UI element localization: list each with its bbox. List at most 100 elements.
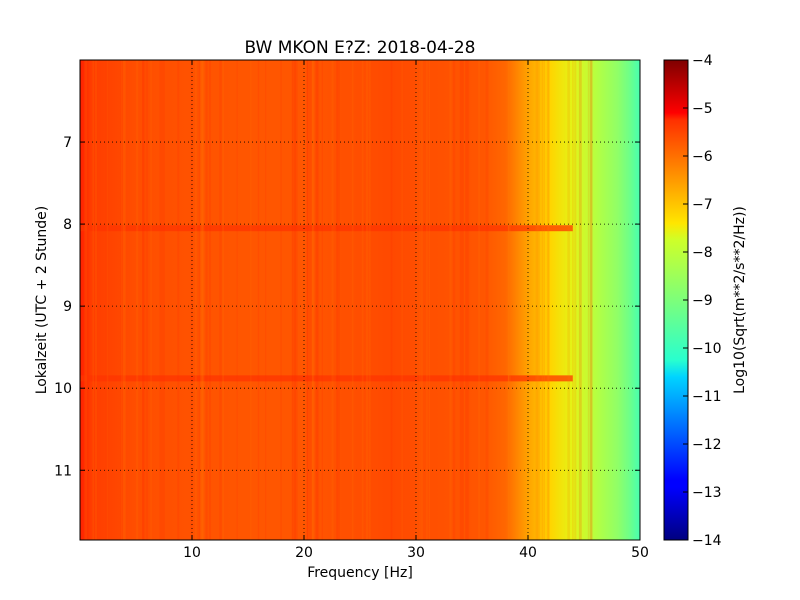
- texture-streak: [507, 60, 510, 540]
- texture-streak: [541, 60, 544, 540]
- texture-streak: [307, 60, 309, 540]
- colorbar: −4 −5 −6 −7 −8 −9 −10 −11 −12 −13 −14 Log10(Sqrt(m…: [663, 53, 748, 549]
- texture-streak: [574, 60, 577, 540]
- texture-streak: [123, 60, 126, 540]
- texture-streak: [587, 60, 590, 540]
- texture-streak: [209, 60, 211, 540]
- texture-streak: [94, 60, 97, 540]
- texture-streak: [121, 60, 124, 540]
- texture-streak: [572, 60, 574, 540]
- texture-streak: [291, 60, 294, 540]
- x-tick-label: 20: [295, 545, 313, 561]
- texture-streak: [236, 60, 238, 540]
- texture-streak: [201, 60, 204, 540]
- colorbar-tick-label: −6: [692, 149, 713, 165]
- texture-streak: [361, 60, 364, 540]
- texture-streak: [219, 60, 222, 540]
- y-tick-label: 7: [63, 135, 72, 151]
- texture-streak: [306, 60, 308, 540]
- time-band: [80, 225, 573, 232]
- texture-streak: [177, 60, 180, 540]
- texture-streak: [426, 60, 428, 540]
- x-tick-label: 10: [183, 545, 201, 561]
- texture-streak: [265, 60, 267, 540]
- texture-streak: [280, 60, 282, 540]
- x-tick-label: 50: [631, 545, 649, 561]
- texture-streak: [590, 60, 593, 540]
- x-axis-label: Frequency [Hz]: [307, 565, 413, 581]
- colorbar-tick-label: −8: [692, 245, 713, 261]
- texture-streak: [294, 60, 298, 540]
- texture-streak: [590, 60, 593, 540]
- colorbar-tick-label: −12: [692, 437, 722, 453]
- texture-streak: [466, 60, 470, 540]
- spectrogram-image: [80, 60, 640, 540]
- texture-streak: [222, 60, 224, 540]
- texture-streak: [136, 60, 139, 540]
- texture-streak: [351, 60, 354, 540]
- y-tick-label: 11: [54, 463, 72, 479]
- texture-streak: [312, 60, 314, 540]
- texture-streak: [122, 60, 124, 540]
- texture-streak: [198, 60, 201, 540]
- texture-streak: [390, 60, 393, 540]
- x-tick-label: 30: [407, 545, 425, 561]
- texture-streak: [465, 60, 468, 540]
- texture-streak: [449, 60, 452, 540]
- texture-streak: [92, 60, 95, 540]
- texture-streak: [201, 60, 205, 540]
- texture-streak: [368, 60, 371, 540]
- texture-streak: [401, 60, 403, 540]
- texture-streak: [416, 60, 418, 540]
- y-axis: 7 8 9 10 11: [54, 135, 640, 479]
- texture-streak: [120, 60, 124, 540]
- texture-streak: [294, 60, 297, 540]
- texture-streak: [578, 60, 582, 540]
- texture-streak: [292, 60, 295, 540]
- plot-area: [80, 60, 640, 540]
- texture-streak: [83, 60, 86, 540]
- texture-streak: [365, 60, 369, 540]
- texture-streak: [462, 60, 464, 540]
- texture-streak: [145, 60, 149, 540]
- chart-title: BW MKON E?Z: 2018-04-28: [245, 38, 476, 58]
- texture-streak: [106, 60, 109, 540]
- texture-streak: [250, 60, 252, 540]
- texture-streak: [312, 60, 315, 540]
- colorbar-tick-label: −5: [692, 101, 713, 117]
- texture-streak: [199, 60, 203, 540]
- spectrogram-texture: [83, 60, 593, 540]
- texture-streak: [485, 60, 489, 540]
- texture-streak: [507, 60, 511, 540]
- texture-streak: [337, 60, 340, 540]
- y-axis-label: Lokalzeit (UTC + 2 Stunde): [34, 206, 50, 395]
- texture-streak: [335, 60, 338, 540]
- colorbar-tick-label: −7: [692, 197, 713, 213]
- texture-streak: [316, 60, 320, 540]
- texture-streak: [333, 60, 335, 540]
- texture-streak: [141, 60, 145, 540]
- texture-streak: [308, 60, 312, 540]
- texture-streak: [124, 60, 126, 540]
- colorbar-tick-label: −14: [692, 533, 722, 549]
- texture-streak: [321, 60, 323, 540]
- texture-streak: [84, 60, 87, 540]
- texture-streak: [334, 60, 336, 540]
- colorbar-label: Log10(Sqrt(m**2/s**2/Hz)): [732, 206, 748, 394]
- texture-streak: [420, 60, 423, 540]
- texture-streak: [105, 60, 109, 540]
- texture-streak: [535, 60, 538, 540]
- colorbar-tick-label: −10: [692, 341, 722, 357]
- texture-streak: [142, 60, 145, 540]
- texture-streak: [257, 60, 260, 540]
- colorbar-tick-label: −4: [692, 53, 713, 69]
- time-bands: [80, 225, 573, 382]
- x-tick-label: 40: [519, 545, 537, 561]
- texture-streak: [507, 60, 510, 540]
- texture-streak: [459, 60, 462, 540]
- x-axis: 10 20 30 40 50: [183, 60, 649, 561]
- y-tick-label: 8: [63, 217, 72, 233]
- grid-lines: [80, 60, 640, 540]
- texture-streak: [122, 60, 124, 540]
